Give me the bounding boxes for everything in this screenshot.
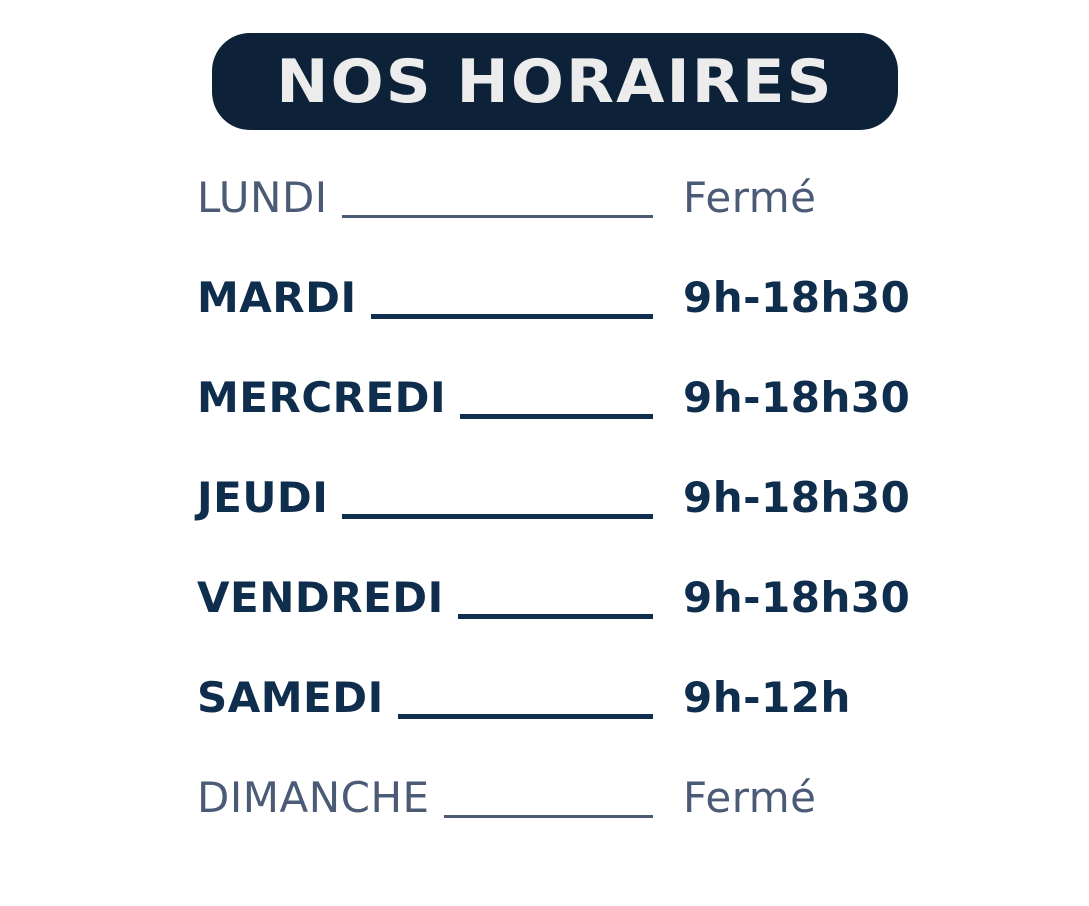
filler-line: [370, 313, 653, 319]
day-label: LUNDI: [197, 172, 328, 222]
filler-line: [443, 814, 653, 818]
hours-value: 9h-18h30: [683, 472, 911, 522]
filler-line: [397, 713, 653, 719]
schedule-row: MERCREDI 9h-18h30: [197, 347, 911, 447]
day-label: MARDI: [197, 272, 357, 322]
schedule-row: VENDREDI 9h-18h30: [197, 547, 911, 647]
filler-line: [342, 513, 653, 519]
filler-line: [457, 613, 653, 619]
hours-value: 9h-18h30: [683, 572, 911, 622]
day-label: SAMEDI: [197, 672, 384, 722]
hours-value: 9h-18h30: [683, 272, 911, 322]
filler-line: [460, 413, 653, 419]
hours-value: Fermé: [683, 172, 817, 222]
title-banner: NOS HORAIRES: [212, 33, 898, 130]
hours-value: 9h-12h: [683, 672, 851, 722]
filler-line: [341, 214, 653, 218]
schedule-row: DIMANCHE Fermé: [197, 747, 905, 847]
hours-value: 9h-18h30: [683, 372, 911, 422]
schedule-row: LUNDI Fermé: [197, 147, 905, 247]
schedule-row: MARDI 9h-18h30: [197, 247, 911, 347]
day-label: VENDREDI: [197, 572, 444, 622]
schedule-row: SAMEDI 9h-12h: [197, 647, 905, 747]
hours-value: Fermé: [683, 772, 817, 822]
day-label: MERCREDI: [197, 372, 447, 422]
page-title: NOS HORAIRES: [276, 46, 834, 117]
day-label: DIMANCHE: [197, 772, 430, 822]
day-label: JEUDI: [197, 472, 329, 522]
schedule-row: JEUDI 9h-18h30: [197, 447, 911, 547]
schedule-list: LUNDI Fermé MARDI 9h-18h30 MERCREDI 9h-18h30 J…: [197, 147, 911, 847]
hours-card: [73, 83, 1018, 862]
